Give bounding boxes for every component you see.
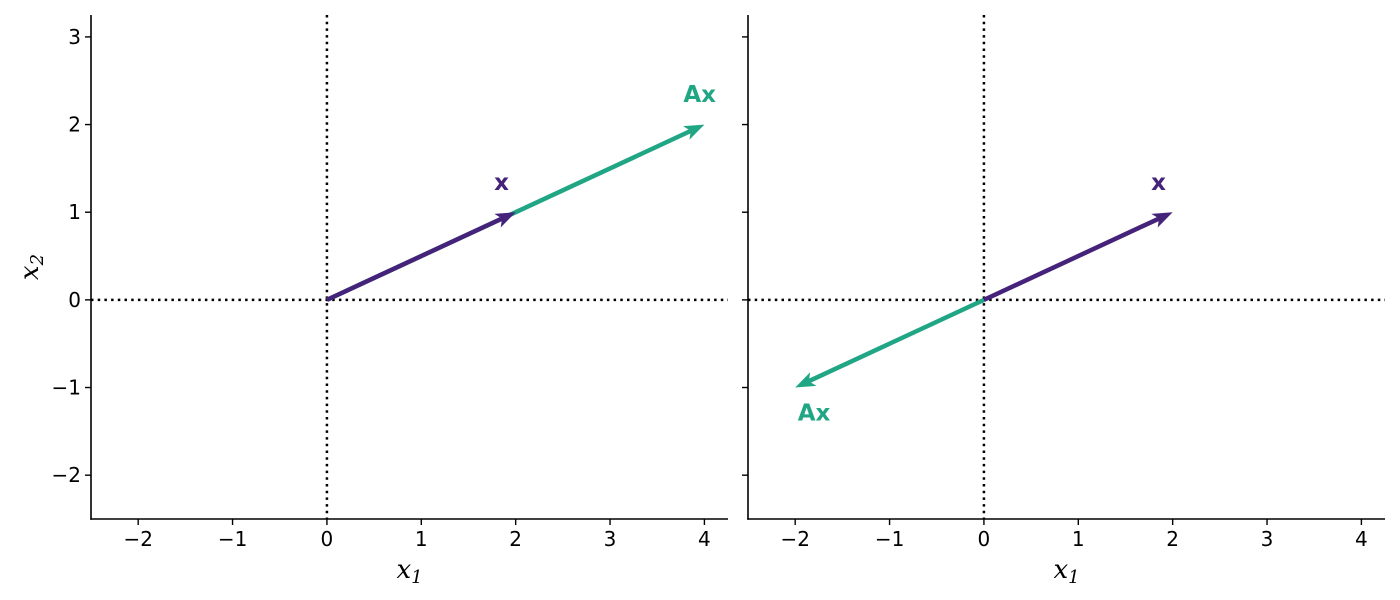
y-tick-label: 2	[68, 113, 81, 137]
x-tick-label: 1	[1072, 527, 1085, 551]
x-axis-label: x1	[1053, 555, 1079, 588]
y-tick-label: −1	[52, 376, 81, 400]
x-tick-label: 3	[1261, 527, 1274, 551]
vector-arrowhead	[1151, 212, 1173, 228]
x-tick-label: 1	[415, 527, 428, 551]
x-tick-label: 2	[509, 527, 522, 551]
x-tick-label: 0	[321, 527, 334, 551]
vector-label: Ax	[798, 400, 831, 426]
y-tick-label: 0	[68, 288, 81, 312]
vector-shaft	[982, 216, 1161, 302]
x-tick-label: 0	[978, 527, 991, 551]
x-tick-label: −1	[218, 527, 247, 551]
y-tick-label: 3	[68, 25, 81, 49]
x-axis-label: x1	[396, 555, 422, 588]
x-tick-label: −1	[875, 527, 904, 551]
y-tick-label: 1	[68, 200, 81, 224]
y-tick-label: −2	[52, 463, 81, 487]
panel-1: Ax x −2 −1 0 1 2 3 4 −2 −1 0 1 2 3 x1 x2	[15, 15, 728, 588]
vector-x: x	[325, 170, 516, 302]
x-tick-label: −2	[123, 527, 152, 551]
vector-label: x	[494, 170, 509, 196]
vector-x: x	[982, 170, 1173, 302]
x-tick-label: 4	[1355, 527, 1368, 551]
vector-shaft	[807, 297, 985, 384]
y-axis-label: x2	[15, 254, 48, 280]
vector-arrowhead	[795, 372, 817, 388]
x-tick-label: 3	[604, 527, 617, 551]
vector-label: x	[1151, 170, 1166, 196]
vector-arrowhead	[494, 212, 516, 228]
x-tick-label: 4	[698, 527, 711, 551]
vector-ax: Ax	[325, 82, 716, 302]
vector-ax: Ax	[795, 297, 985, 426]
vector-shaft	[325, 216, 504, 302]
panel-2: x Ax −2 −1 0 1 2 3 4 x1	[742, 15, 1385, 588]
x-tick-label: 2	[1166, 527, 1179, 551]
vector-label: Ax	[683, 82, 716, 108]
x-tick-label: −2	[780, 527, 809, 551]
vector-arrowhead	[683, 124, 705, 140]
